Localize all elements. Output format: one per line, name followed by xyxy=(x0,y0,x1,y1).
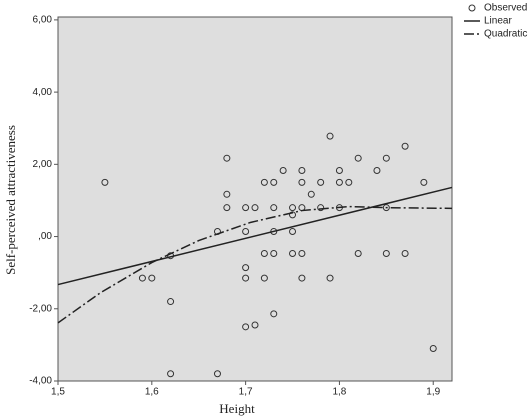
point xyxy=(289,204,297,212)
x-tick-label: 1,7 xyxy=(239,387,253,398)
point xyxy=(223,204,231,212)
point xyxy=(317,178,325,186)
point xyxy=(317,204,325,212)
legend-label: Observed xyxy=(484,3,527,14)
point xyxy=(289,228,297,235)
point xyxy=(242,204,250,212)
point xyxy=(289,211,297,219)
point xyxy=(242,274,250,282)
point xyxy=(270,204,278,212)
point xyxy=(354,250,362,258)
point xyxy=(326,132,334,140)
point xyxy=(270,310,278,318)
point xyxy=(251,204,259,212)
point xyxy=(289,250,297,258)
fit-line xyxy=(57,205,453,324)
point xyxy=(260,274,268,282)
x-tick-label: 1,5 xyxy=(51,387,65,398)
x-axis-title: Height xyxy=(219,401,255,416)
legend-label: Linear xyxy=(484,16,512,27)
point xyxy=(382,154,390,162)
point xyxy=(148,274,156,282)
legend-label: Quadratic xyxy=(484,29,527,40)
point xyxy=(298,274,306,282)
point xyxy=(382,250,390,258)
point xyxy=(354,154,362,162)
y-tick-label: 4,00 xyxy=(33,87,53,98)
point xyxy=(242,264,250,272)
point xyxy=(307,190,315,198)
point xyxy=(167,370,175,378)
fit-line xyxy=(57,186,453,286)
point xyxy=(242,228,250,235)
point xyxy=(335,166,343,174)
point xyxy=(213,370,221,378)
point xyxy=(382,204,390,212)
point xyxy=(326,274,334,282)
point xyxy=(429,345,437,352)
point xyxy=(167,298,175,306)
legend-marker xyxy=(468,4,476,12)
point xyxy=(270,250,278,258)
y-tick-label: 6,00 xyxy=(33,15,53,26)
point xyxy=(101,178,109,186)
point xyxy=(298,166,306,174)
point xyxy=(138,274,146,282)
y-tick-label: ,00 xyxy=(38,231,52,242)
point xyxy=(260,250,268,258)
point xyxy=(223,154,231,162)
x-tick-label: 1,8 xyxy=(332,387,346,398)
point xyxy=(223,190,231,198)
point xyxy=(242,323,250,331)
y-axis-title: Self-perceived attractiveness xyxy=(3,125,18,275)
point xyxy=(298,250,306,258)
point xyxy=(279,166,287,174)
y-tick-label: -4,00 xyxy=(29,376,52,387)
point xyxy=(260,178,268,186)
point xyxy=(345,178,353,186)
point xyxy=(401,250,409,258)
point xyxy=(401,142,409,150)
plot-area xyxy=(57,16,453,382)
x-tick-label: 1,9 xyxy=(426,387,440,398)
point xyxy=(335,178,343,186)
x-tick-label: 1,6 xyxy=(145,387,159,398)
point xyxy=(270,178,278,186)
y-tick-label: 2,00 xyxy=(33,159,53,170)
point xyxy=(373,166,381,174)
point xyxy=(420,178,428,186)
point xyxy=(251,321,259,329)
y-tick-label: -2,00 xyxy=(29,303,52,314)
point xyxy=(298,178,306,186)
